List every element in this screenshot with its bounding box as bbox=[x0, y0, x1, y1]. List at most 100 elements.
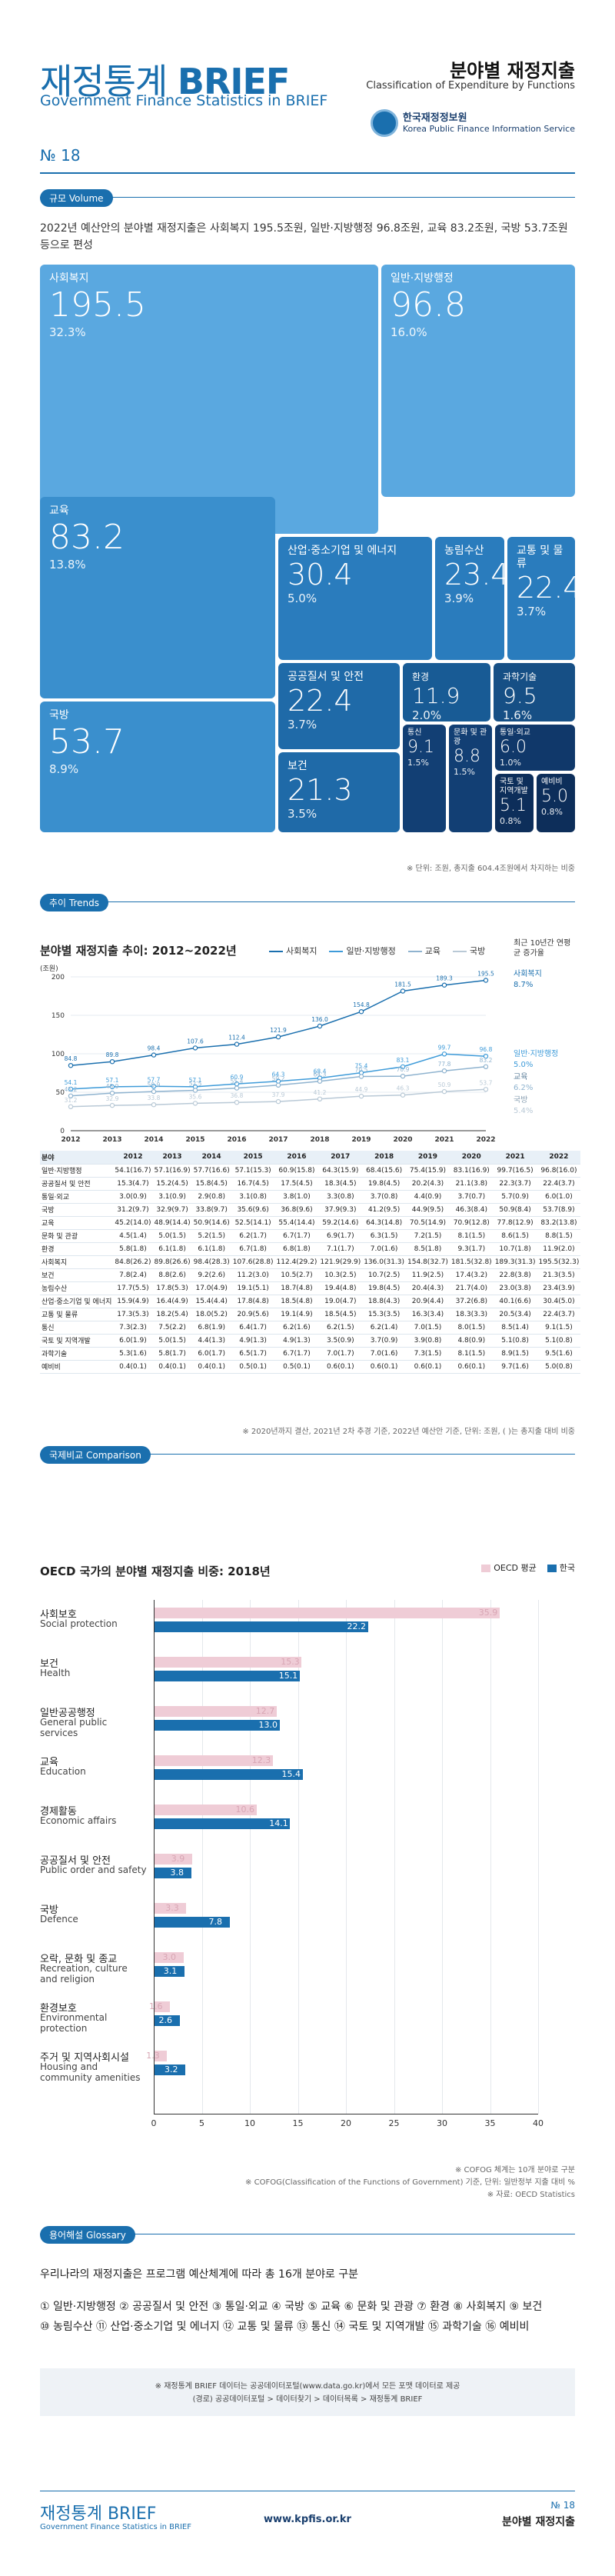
table-header-cell: 2019 bbox=[406, 1151, 450, 1165]
category-label-en: General public services bbox=[40, 1717, 108, 1738]
treemap-tile: 공공질서 및 안전 22.4 3.7% bbox=[278, 663, 400, 749]
bar-oecd bbox=[155, 1805, 257, 1815]
table-cell: 0.4(0.1) bbox=[191, 1360, 231, 1374]
table-cell: 10.5(2.7) bbox=[274, 1268, 319, 1282]
table-cell: 국토 및 지역개발 bbox=[40, 1334, 114, 1348]
issue-number: № 18 bbox=[40, 146, 81, 165]
table-cell: 6.2(1.4) bbox=[362, 1321, 407, 1335]
footer-brand-en: Government Finance Statistics in BRIEF bbox=[40, 2523, 191, 2531]
treemap-tile: 예비비 5.0 0.8% bbox=[537, 774, 575, 832]
table-cell: 15.3(3.5) bbox=[362, 1308, 407, 1321]
data-label: 54.1 bbox=[65, 1079, 78, 1086]
trends-note: ※ 2020년까지 결산, 2021년 2차 추경 기준, 2022년 예산안 … bbox=[242, 1428, 575, 1436]
data-point bbox=[358, 1074, 364, 1079]
table-cell: 10.7(1.8) bbox=[493, 1242, 537, 1256]
data-label: 75.4 bbox=[355, 1063, 368, 1070]
table-cell: 4.4(1.3) bbox=[191, 1334, 231, 1348]
category-label-en: Economic affairs bbox=[40, 1815, 117, 1826]
bar-korea bbox=[155, 1818, 291, 1829]
data-label: 77.8 bbox=[438, 1061, 451, 1068]
treemap-tile: 교육 83.2 13.8% bbox=[40, 497, 275, 698]
data-label: 84.8 bbox=[65, 1055, 78, 1062]
table-cell: 189.3(31.3) bbox=[493, 1255, 537, 1269]
data-point bbox=[151, 1101, 157, 1108]
bar-korea bbox=[155, 2064, 185, 2075]
table-cell: 0.6(0.1) bbox=[449, 1360, 494, 1374]
table-cell: 3.9(0.8) bbox=[406, 1334, 450, 1348]
bar-oecd bbox=[155, 1952, 184, 1963]
table-cell: 18.8(4.3) bbox=[362, 1295, 407, 1308]
table-cell: 0.5(0.1) bbox=[274, 1360, 319, 1374]
treemap-tile: 농림수산 23.4 3.9% bbox=[435, 537, 504, 660]
table-cell: 37.9(9.3) bbox=[318, 1203, 363, 1217]
table-cell: 20.9(5.6) bbox=[231, 1308, 275, 1321]
table-row: 교통 및 물류 17.3(5.3) 18.2(5.4) 18.0(5.2) 20.9(5… bbox=[40, 1308, 581, 1321]
table-header-cell: 2015 bbox=[231, 1151, 275, 1165]
gridline bbox=[154, 1600, 155, 2114]
table-cell: 문화 및 관광 bbox=[40, 1229, 114, 1243]
table-cell: 6.2(1.7) bbox=[231, 1229, 275, 1243]
table-cell: 18.7(4.8) bbox=[274, 1281, 319, 1295]
table-cell: 64.3(15.9) bbox=[318, 1164, 363, 1178]
table-cell: 8.9(1.5) bbox=[493, 1347, 537, 1361]
bar-korea bbox=[155, 1769, 303, 1780]
section-line-comparison bbox=[40, 1454, 575, 1455]
table-header-cell: 2016 bbox=[274, 1151, 319, 1165]
oecd-note-3: ※ 자료: OECD Statistics bbox=[487, 2191, 575, 2199]
table-header-cell: 2022 bbox=[537, 1151, 581, 1165]
legend-item: 사회복지 bbox=[269, 945, 317, 957]
table-cell: 21.7(4.0) bbox=[449, 1281, 494, 1295]
trends-chart-title: 분야별 재정지출 추이: 2012~2022년 bbox=[40, 944, 237, 958]
data-label: 41.2 bbox=[314, 1089, 327, 1096]
data-label: 53.7 bbox=[480, 1079, 493, 1086]
data-label: 48.9 bbox=[106, 1083, 119, 1090]
data-point bbox=[483, 1064, 489, 1069]
table-cell: 산업·중소기업 및 에너지 bbox=[40, 1295, 114, 1308]
data-label: 57.1 bbox=[106, 1077, 119, 1084]
table-cell: 121.9(29.9) bbox=[318, 1255, 363, 1269]
table-cell: 23.0(3.8) bbox=[493, 1281, 537, 1295]
table-cell: 22.4(3.7) bbox=[537, 1308, 581, 1321]
category-label-ko: 경제활동 bbox=[40, 1806, 77, 1818]
table-cell: 17.8(4.8) bbox=[231, 1295, 275, 1308]
table-cell: 4.9(1.3) bbox=[274, 1334, 319, 1348]
table-cell: 3.7(0.7) bbox=[449, 1190, 494, 1204]
data-label: 45.2 bbox=[65, 1086, 78, 1093]
table-cell: 19.1(4.9) bbox=[274, 1308, 319, 1321]
table-header-cell: 2012 bbox=[113, 1151, 153, 1165]
table-cell: 8.0(1.5) bbox=[449, 1321, 494, 1335]
table-cell: 20.4(4.3) bbox=[406, 1281, 450, 1295]
footer-url[interactable]: www.kpfis.or.kr bbox=[264, 2514, 351, 2525]
oecd-note-1: ※ COFOG 체계는 10개 분야로 구분 bbox=[454, 2166, 575, 2174]
bar-korea bbox=[155, 1621, 368, 1632]
data-source-path: (경로) 공공데이터포털 > 데이터찾기 > 데이터목록 > 재정통계 BRIE… bbox=[192, 2395, 423, 2404]
x-tick-label: 0 bbox=[151, 2118, 157, 2128]
table-cell: 46.3(8.4) bbox=[449, 1203, 494, 1217]
table-header-cell: 2018 bbox=[362, 1151, 407, 1165]
data-label: 96.8 bbox=[480, 1046, 493, 1053]
table-cell: 9.5(1.6) bbox=[537, 1347, 581, 1361]
category-label-en: Education bbox=[40, 1766, 86, 1777]
table-cell: 10.3(2.5) bbox=[318, 1268, 363, 1282]
x-tick-label: 2013 bbox=[102, 1136, 121, 1144]
table-row: 국토 및 지역개발 6.0(1.9) 5.0(1.5) 4.4(1.3) 4.9(1.3… bbox=[40, 1334, 581, 1348]
table-cell: 7.5(2.2) bbox=[152, 1321, 192, 1335]
table-header-cell: 2017 bbox=[318, 1151, 363, 1165]
table-cell: 9.1(1.5) bbox=[537, 1321, 581, 1335]
table-cell: 36.8(9.6) bbox=[274, 1203, 319, 1217]
table-cell: 7.2(1.5) bbox=[406, 1229, 450, 1243]
bar-label-korea: 3.8 bbox=[170, 1868, 184, 1878]
table-cell: 48.9(14.4) bbox=[152, 1216, 192, 1230]
trends-table: 분야 2012 2013 2014 2015 2016 2017 2018 2019 2020 20… bbox=[40, 1151, 581, 1374]
table-cell: 3.1(0.8) bbox=[231, 1190, 275, 1204]
table-cell: 21.3(3.5) bbox=[537, 1268, 581, 1282]
table-cell: 17.3(5.3) bbox=[113, 1308, 153, 1321]
table-cell: 50.9(8.4) bbox=[493, 1203, 537, 1217]
table-cell: 22.4(3.7) bbox=[537, 1177, 581, 1191]
data-label: 154.8 bbox=[353, 1001, 370, 1008]
bar-label-oecd: 15.3 bbox=[281, 1657, 300, 1667]
gridline bbox=[490, 1600, 491, 2114]
org-logo: 한국재정정보원 Korea Public Finance Information… bbox=[370, 109, 575, 137]
bar-oecd bbox=[155, 1854, 192, 1865]
table-cell: 77.8(12.9) bbox=[493, 1216, 537, 1230]
